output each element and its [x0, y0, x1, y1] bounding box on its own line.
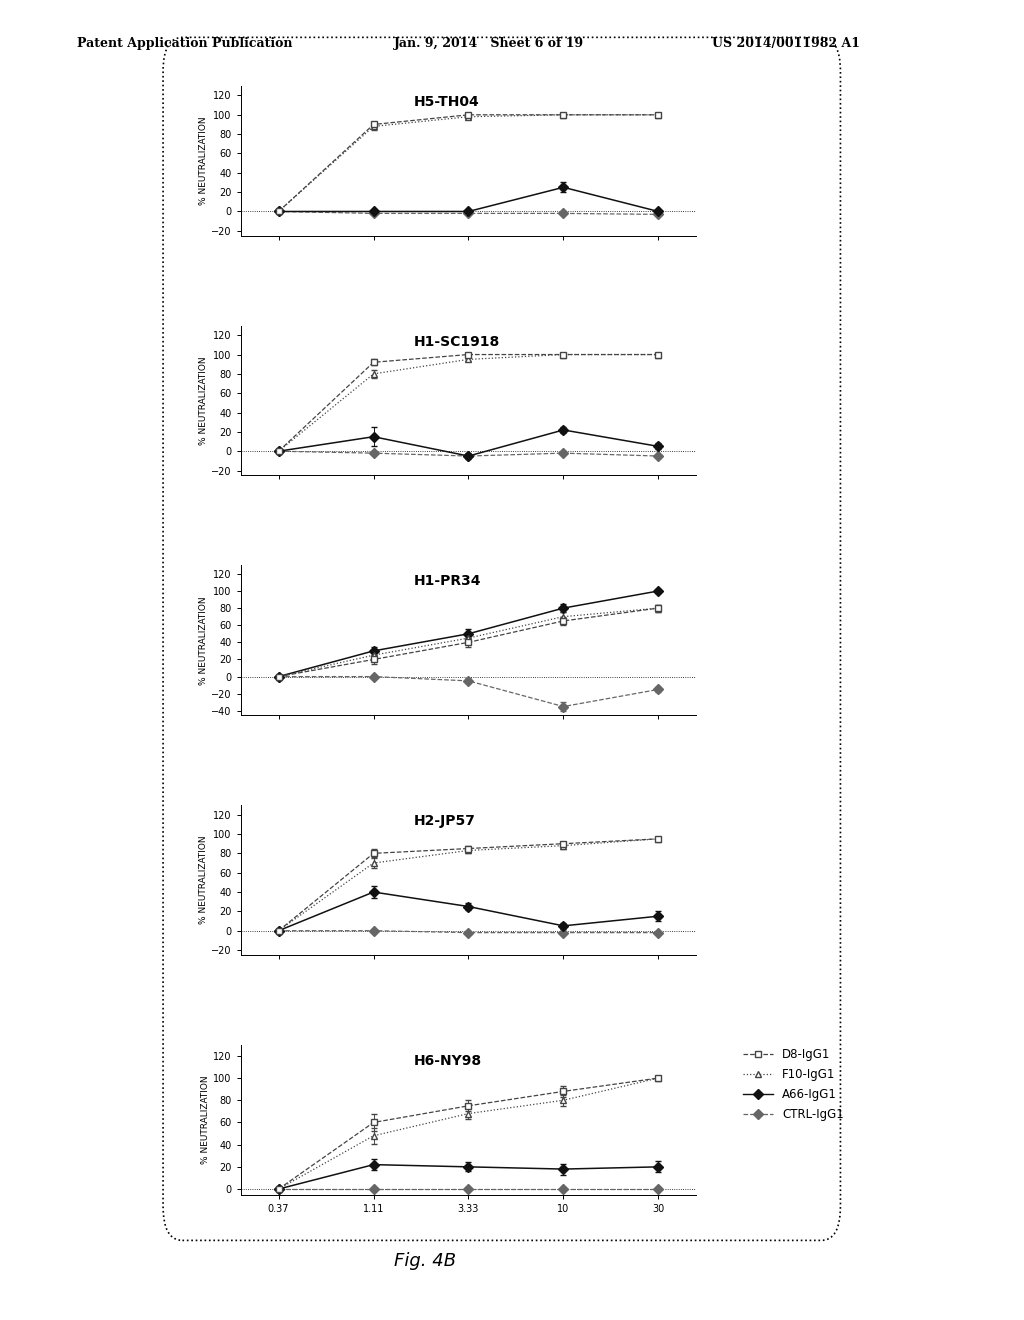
- Y-axis label: % NEUTRALIZATION: % NEUTRALIZATION: [202, 1076, 210, 1164]
- Text: US 2014/0011982 A1: US 2014/0011982 A1: [712, 37, 860, 50]
- Text: Patent Application Publication: Patent Application Publication: [77, 37, 292, 50]
- Text: H6-NY98: H6-NY98: [414, 1053, 482, 1068]
- Y-axis label: % NEUTRALIZATION: % NEUTRALIZATION: [200, 836, 208, 924]
- Legend: D8-IgG1, F10-IgG1, A66-IgG1, CTRL-IgG1: D8-IgG1, F10-IgG1, A66-IgG1, CTRL-IgG1: [738, 1043, 849, 1126]
- Text: H1-PR34: H1-PR34: [414, 574, 481, 589]
- Y-axis label: % NEUTRALIZATION: % NEUTRALIZATION: [200, 116, 208, 205]
- Text: Jan. 9, 2014   Sheet 6 of 19: Jan. 9, 2014 Sheet 6 of 19: [394, 37, 585, 50]
- Y-axis label: % NEUTRALIZATION: % NEUTRALIZATION: [200, 595, 208, 685]
- Text: H2-JP57: H2-JP57: [414, 814, 476, 828]
- Text: H1-SC1918: H1-SC1918: [414, 334, 500, 348]
- Text: Fig. 4B: Fig. 4B: [394, 1251, 456, 1270]
- Text: H5-TH04: H5-TH04: [414, 95, 479, 108]
- Y-axis label: % NEUTRALIZATION: % NEUTRALIZATION: [200, 356, 208, 445]
